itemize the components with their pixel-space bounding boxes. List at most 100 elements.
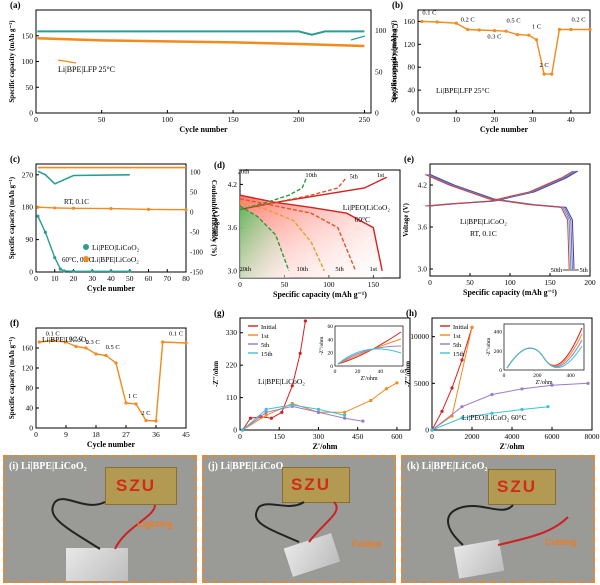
eis-series-1st-point (343, 410, 347, 414)
x-axis-label-g: Z'/ohm (313, 442, 338, 451)
x-tick-label-c: 30 (89, 274, 97, 283)
panel-label-h: (h) (406, 308, 417, 318)
x-tick-label-c: 10 (51, 274, 59, 283)
capacity-series-b-point (515, 33, 519, 37)
x-tick-label-b: 0 (416, 115, 420, 124)
x-tick-label-b: 30 (529, 115, 537, 124)
right-axis-label-a: Coulombic efficiency (%) (391, 23, 399, 100)
capacity-series-f-point (134, 402, 138, 406)
x-axis-label-h: Z'/ohm (500, 442, 525, 451)
note-e-cell: Li|BPE|LiCoO₂ (460, 217, 507, 226)
discharge-curve-10th (239, 201, 326, 272)
note-g: Li|BPE|LiCoO₂ (258, 377, 305, 386)
bpe-capacity-series-c-point (71, 206, 76, 210)
inset-y-tick-g: 0 (330, 364, 333, 370)
inset-x-tick-g: 60 (400, 369, 406, 375)
x-tick-label-b: 10 (452, 115, 460, 124)
peo-capacity-series-c-point (53, 256, 57, 260)
board-text-k: SZU (497, 477, 537, 496)
capacity-series-b-point (534, 38, 539, 42)
eis-series-1st-point (395, 381, 399, 385)
y-tick-label-f: 120 (22, 364, 34, 373)
x-tick-label-h: 6000 (545, 432, 560, 441)
y-tick-label-c: 270 (22, 170, 34, 179)
eis-series-h-1st-point (470, 325, 474, 329)
photo-panel-i: (i) Li|BPE|LiCoO₂ SZU Lighting (3, 455, 197, 583)
axes-frame-g (239, 317, 411, 431)
panel-f: 0 9 18 27 36 45 0 40 80 120 160 Cycle number Specifi… (8, 318, 190, 449)
capacity-series-f-point (37, 340, 41, 344)
bpe-capacity-series-c (37, 206, 187, 211)
rate-label-b: 0.5 C (507, 18, 521, 25)
inset-y-tick-h: 200 (494, 349, 503, 355)
led-board-j: SZU (282, 467, 350, 503)
cycle-label-d: 20th (238, 169, 250, 176)
eis-series-15th-point (316, 407, 321, 411)
panel-label-d: (d) (214, 160, 225, 170)
rate-label-b: 0.2 C (461, 16, 475, 23)
peo-capacity-series-c-point (128, 269, 132, 273)
capacity-series-b-point (420, 19, 424, 24)
x-tick-label-g: 300 (313, 432, 325, 441)
inset-x-tick-g: 20 (355, 369, 361, 375)
x-tick-label-e: 200 (584, 278, 596, 287)
eis-series-h-5th (431, 382, 589, 431)
panel-h: 0 2000 4000 6000 80000500010000Z'/ohm-Z''/oh… (404, 308, 600, 451)
x-tick-label-d: 100 (323, 280, 335, 289)
capacity-series-f-point (124, 401, 128, 405)
eis-series-h-5th-point (586, 381, 590, 385)
photo-panel-k: (k) Li|BPE|LiCoO₂ SZU Cutting (401, 455, 595, 583)
capacity-series-f-point (161, 340, 165, 344)
x-tick-label-c: 50 (126, 274, 134, 283)
y-tick-label-b: 40 (408, 86, 416, 95)
bpe-capacity-series-c-point (146, 207, 151, 211)
cycle-label-d: 1st (377, 172, 385, 179)
y-tick-label-d: 3.6 (228, 223, 238, 232)
legend-label-h: 5th (453, 342, 462, 349)
inset-y-tick-g: 20 (328, 351, 334, 357)
x-tick-label-f: 18 (92, 430, 100, 439)
eis-series-1st-point (369, 398, 373, 403)
legend-label-h: Initial (453, 324, 469, 331)
eis-series-h-5th-point (550, 383, 554, 387)
eis-series-Initial-point (298, 351, 302, 355)
eis-series-h-15th-point (520, 407, 524, 412)
note-c-60: 60°C, 0.1C (62, 256, 94, 264)
x-tick-label-a: 50 (98, 115, 106, 124)
y-axis-label-b: Specific capacity (mAh g⁻¹) (390, 20, 398, 103)
rate-label-f: 2 C (141, 410, 150, 417)
peo-capacity-series-c-point (90, 269, 94, 273)
x-tick-label-h: 2000 (465, 432, 480, 441)
eis-series-h-Initial-point (440, 409, 444, 413)
eis-series-h-Initial-point (450, 386, 454, 390)
rate-label-b: 0.1 C (422, 10, 436, 17)
right-tick-label-c: 0 (190, 209, 194, 217)
y-tick-label-e: 4.2 (418, 181, 428, 190)
capacity-series-f-point (114, 361, 118, 365)
legend-label-g: 15th (261, 351, 273, 358)
inset-y-tick-h: 400 (494, 330, 503, 336)
rate-label-b: 2 C (540, 62, 549, 69)
capacity-series-a (37, 37, 365, 48)
wires-k (447, 504, 569, 546)
peo-capacity-series-c-point (58, 267, 62, 271)
x-tick-label-c: 80 (182, 274, 190, 283)
inset-frame-h (503, 323, 585, 371)
inset-y-label-h: -Z''/ohm (486, 337, 492, 356)
capacity-series-b-point (569, 27, 573, 32)
x-tick-label-a: 0 (34, 115, 38, 124)
x-tick-label-e: 100 (504, 278, 516, 287)
inset-x-tick-h: 400 (567, 373, 576, 379)
right-tick-label-a: 50 (375, 67, 383, 76)
y-tick-label-h: 5000 (414, 379, 429, 388)
rate-label-f: 0.5 C (106, 344, 120, 351)
x-tick-label-h: 8000 (585, 432, 600, 441)
board-text-j: SZU (291, 475, 331, 494)
bpe-capacity-series-c-point (36, 205, 40, 209)
panel-label-a: (a) (10, 0, 21, 10)
tag-lighting: Lighting (137, 519, 173, 529)
y-tick-label-b: 160 (404, 17, 416, 26)
rate-label-b: 0.2 C (571, 16, 585, 23)
cycle-label-d: 20th (240, 266, 252, 273)
